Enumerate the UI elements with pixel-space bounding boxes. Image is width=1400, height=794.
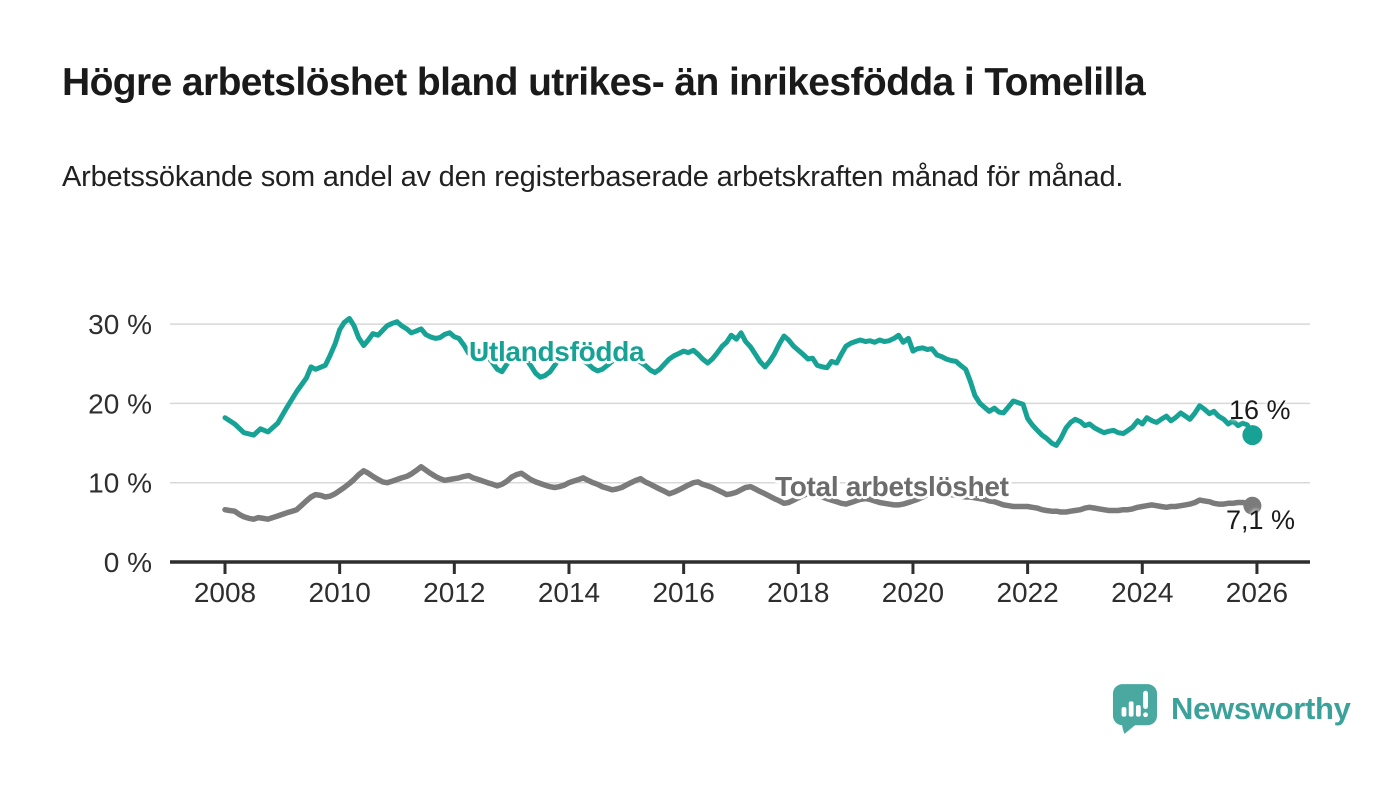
- x-axis-label-2008: 2008: [194, 577, 256, 608]
- x-axis-label-2010: 2010: [309, 577, 371, 608]
- end-value-label-utlandsfodda: 16 %: [1229, 395, 1291, 425]
- chart-title: Högre arbetslöshet bland utrikes- än inr…: [62, 61, 1146, 104]
- x-axis-label-2016: 2016: [652, 577, 714, 608]
- x-axis-label-2012: 2012: [423, 577, 485, 608]
- y-axis-label-0: 0 %: [104, 547, 152, 578]
- y-axis-label-10: 10 %: [88, 468, 152, 499]
- series-line-utlandsfodda: [222, 316, 1255, 448]
- x-axis-label-2014: 2014: [538, 577, 600, 608]
- newsworthy-logo-icon: [1112, 684, 1158, 734]
- chart-subtitle: Arbetssökande som andel av den registerb…: [62, 161, 1124, 193]
- x-axis-label-2024: 2024: [1111, 577, 1173, 608]
- end-value-label-total: 7,1 %: [1226, 505, 1296, 535]
- series-end-dot-total: [1243, 496, 1262, 515]
- x-axis-label-2018: 2018: [767, 577, 829, 608]
- series-line-total: [222, 464, 1256, 522]
- series-end-dot-utlandsfodda: [1242, 425, 1263, 446]
- newsworthy-logo-text: Newsworthy: [1171, 691, 1351, 726]
- newsworthy-logo: Newsworthy: [1112, 683, 1351, 735]
- series-label-utlandsfodda: Utlandsfödda: [469, 336, 645, 367]
- y-axis-label-30: 30 %: [88, 309, 152, 340]
- y-axis-label-20: 20 %: [88, 388, 152, 419]
- series-label-total-arbetsloshet: Total arbetslöshet: [775, 471, 1009, 502]
- x-axis-label-2022: 2022: [996, 577, 1058, 608]
- x-axis-label-2020: 2020: [882, 577, 944, 608]
- x-axis-label-2026: 2026: [1226, 577, 1288, 608]
